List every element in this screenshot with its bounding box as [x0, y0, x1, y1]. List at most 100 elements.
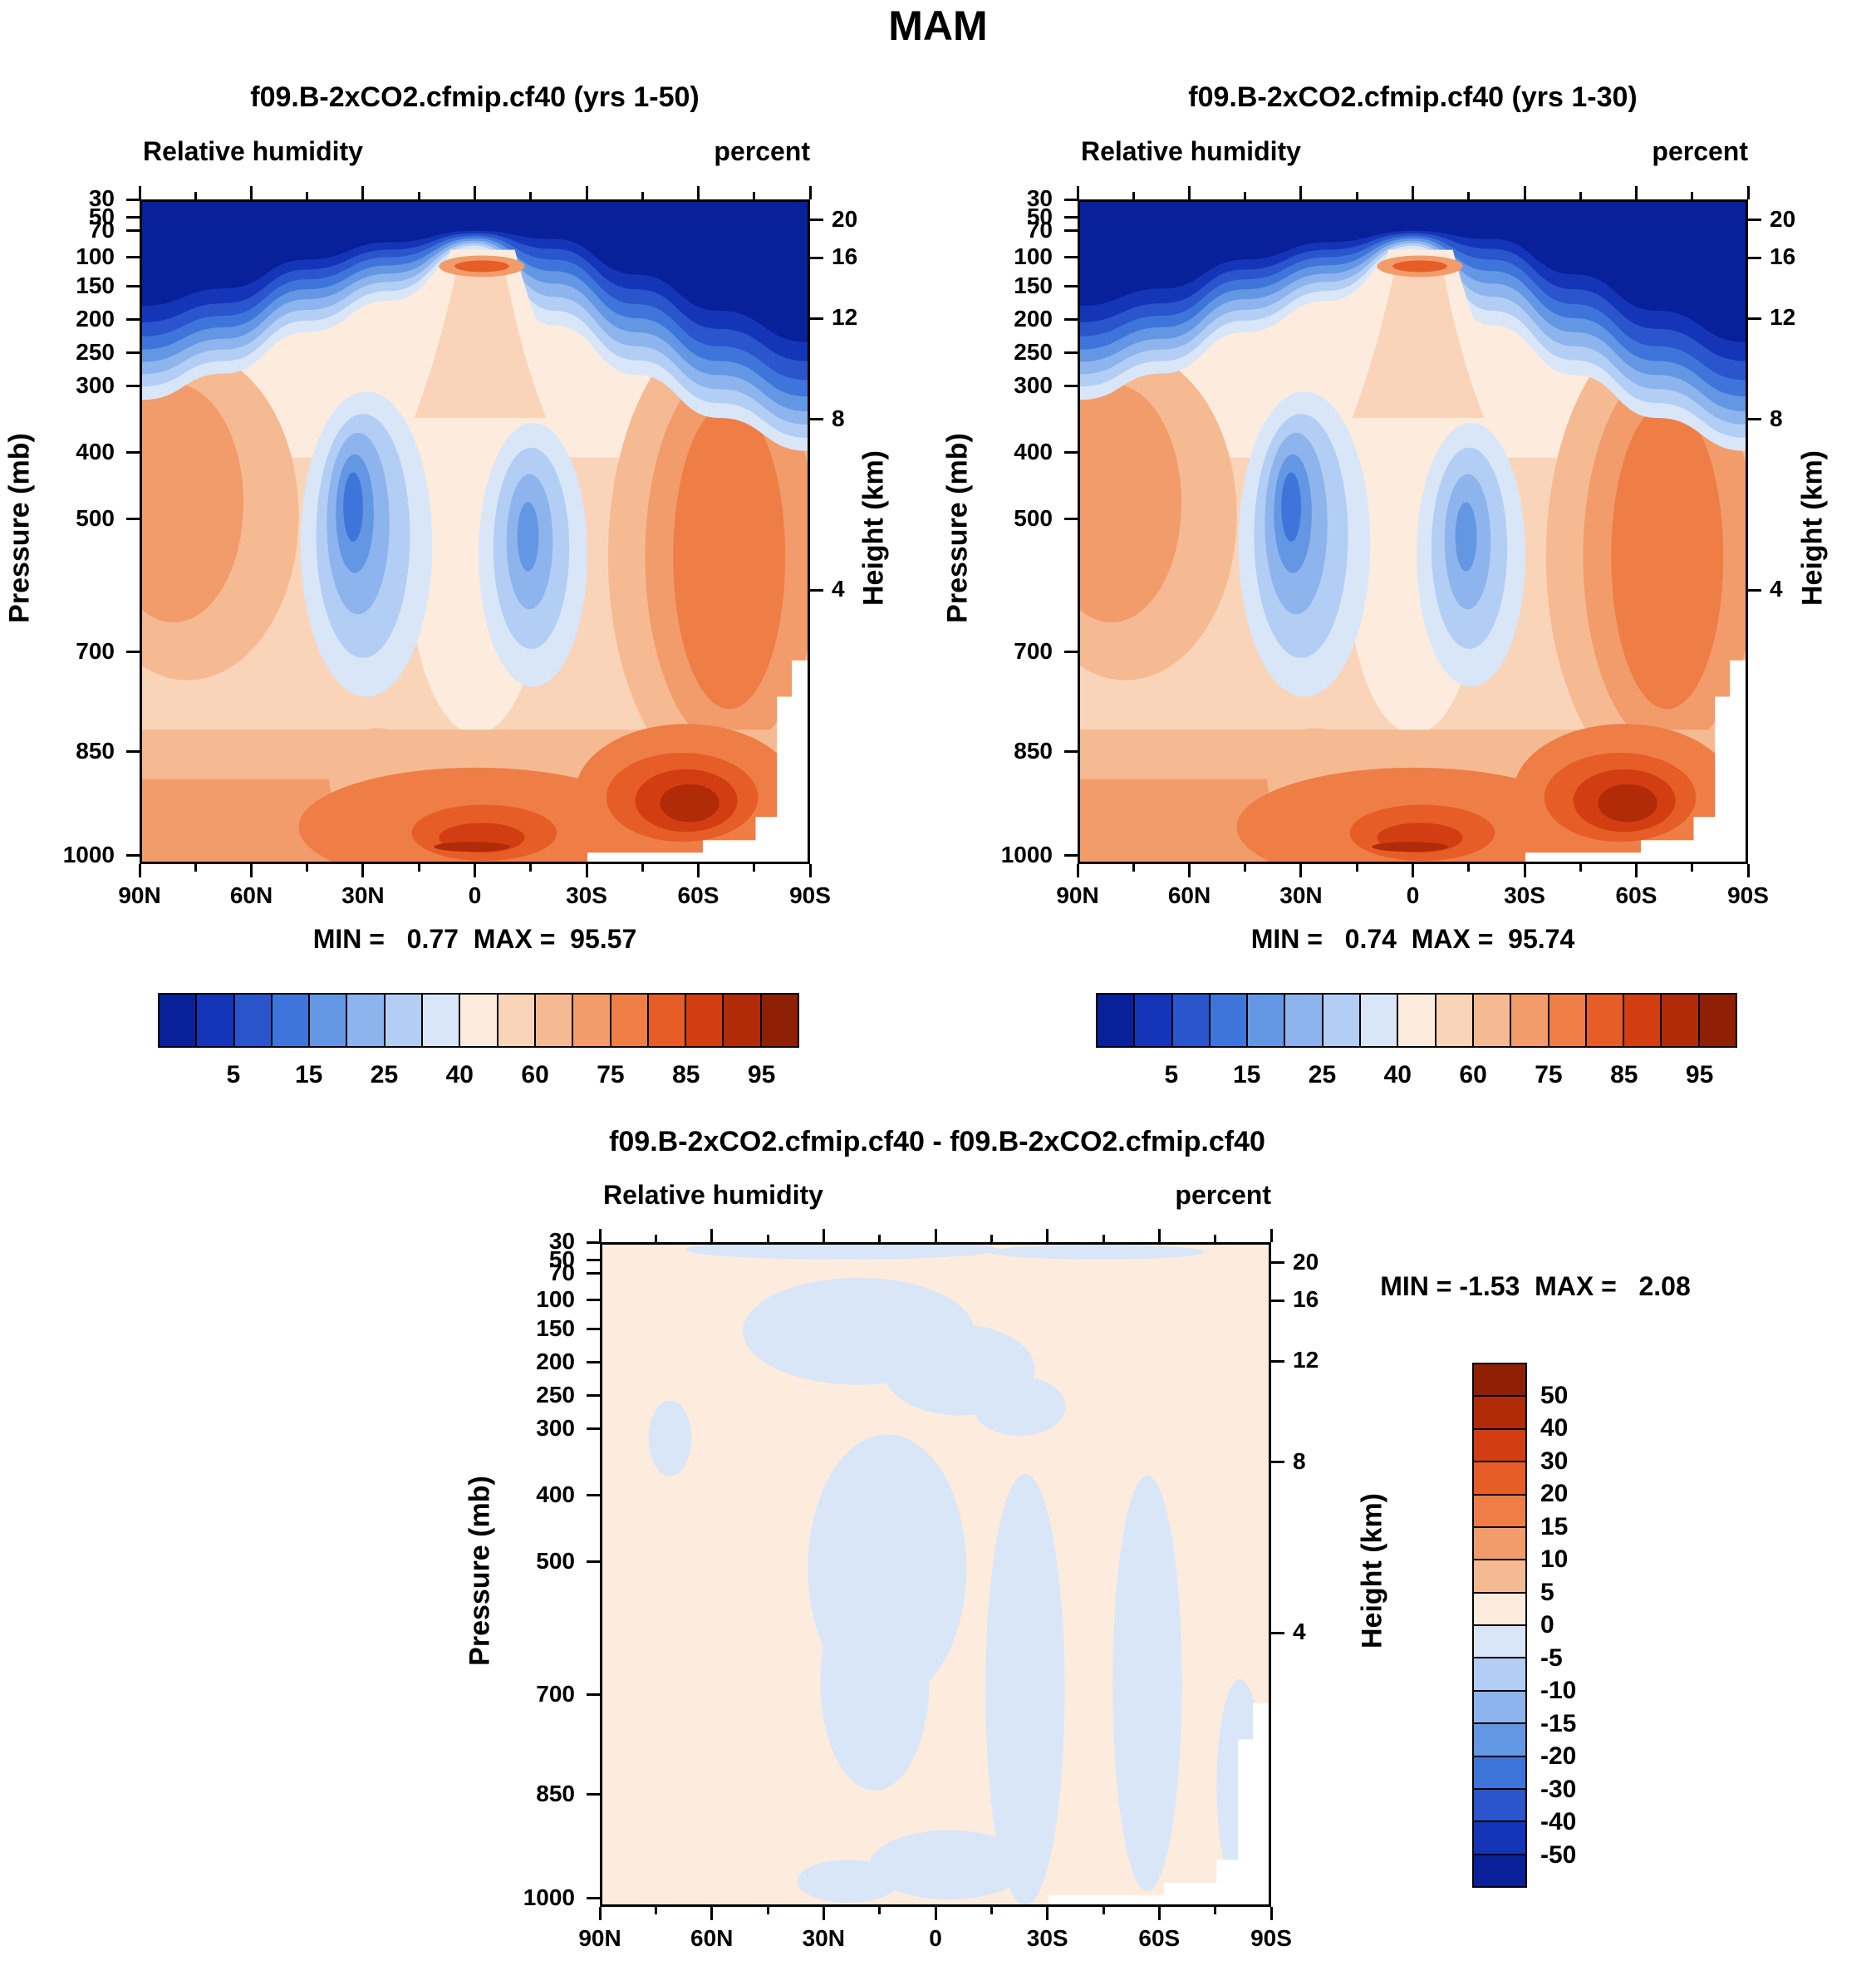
colorbar	[158, 993, 799, 1048]
colorbar-segment	[611, 995, 647, 1046]
colorbar-segment	[1323, 995, 1360, 1046]
pressure-tick-mark	[587, 1560, 600, 1564]
colorbar-segment	[1662, 995, 1698, 1046]
field-label: Relative humidity	[143, 136, 363, 166]
pressure-tick-mark	[587, 1361, 600, 1364]
pressure-tick-label: 300	[536, 1414, 575, 1441]
latitude-tick-label: 30N	[341, 882, 385, 908]
colorbar-tick-label: 15	[294, 1061, 323, 1088]
latitude-tick-mark-top	[1076, 186, 1079, 199]
panel-title: f09.B-2xCO2.cfmip.cf40 (yrs 1-30)	[1188, 81, 1638, 113]
pressure-tick-mark	[126, 216, 140, 219]
colorbar-segment	[347, 995, 384, 1046]
pressure-tick-mark	[1064, 256, 1078, 259]
colorbar-segment	[648, 995, 685, 1046]
pressure-tick-label: 400	[1014, 438, 1053, 464]
colorbar-segment	[686, 995, 723, 1046]
colorbar-segment	[1511, 995, 1548, 1046]
colorbar-tick-label: 95	[747, 1061, 776, 1088]
pressure-tick-mark	[1064, 854, 1078, 857]
colorbar-tick-label: 5	[1540, 1578, 1554, 1606]
pressure-tick-label: 300	[1014, 371, 1053, 398]
colorbar-segment	[1398, 995, 1435, 1046]
latitude-minor-tick-top	[1244, 192, 1247, 199]
minmax-readout: MIN = -1.53 MAX = 2.08	[1380, 1271, 1691, 1301]
colorbar-tick-label: 95	[1685, 1061, 1714, 1088]
latitude-minor-tick-bottom	[1132, 864, 1135, 872]
pressure-tick-mark	[1064, 651, 1078, 654]
latitude-tick-mark-bottom	[808, 864, 812, 877]
colorbar-segment	[1474, 1789, 1525, 1821]
pressure-tick-mark	[587, 1272, 600, 1275]
pressure-tick-label: 500	[76, 504, 115, 531]
height-tick-label: 20	[1293, 1248, 1319, 1275]
height-tick-label: 20	[832, 205, 858, 232]
latitude-tick-mark-bottom	[696, 864, 700, 877]
pressure-tick-label: 700	[1014, 637, 1053, 664]
latitude-tick-label: 90N	[578, 1925, 621, 1951]
colorbar-tick-label: -50	[1540, 1840, 1577, 1869]
contour-field	[142, 202, 808, 862]
colorbar-segment	[1474, 1495, 1525, 1526]
pressure-tick-label: 150	[536, 1314, 575, 1341]
pressure-tick-mark	[587, 1241, 600, 1244]
contour-field	[1080, 202, 1746, 862]
latitude-tick-mark-bottom	[138, 864, 141, 877]
latitude-tick-label: 60N	[229, 882, 273, 908]
colorbar-tick-label: 40	[445, 1061, 474, 1088]
colorbar-segment	[761, 995, 798, 1046]
latitude-minor-tick-top	[306, 192, 309, 199]
contour-plot-area	[1078, 199, 1748, 864]
latitude-tick-mark-top	[361, 186, 365, 199]
pressure-tick-label: 200	[536, 1348, 575, 1374]
colorbar	[1472, 1363, 1527, 1888]
latitude-minor-tick-bottom	[1467, 864, 1471, 872]
height-tick-mark	[1748, 317, 1761, 320]
latitude-tick-mark-top	[1746, 186, 1750, 199]
latitude-tick-label: 60S	[1615, 882, 1657, 908]
panel-title: f09.B-2xCO2.cfmip.cf40 (yrs 1-50)	[250, 81, 700, 113]
latitude-tick-mark-top	[598, 1229, 602, 1242]
pressure-tick-label: 250	[1014, 338, 1053, 365]
height-tick-label: 12	[832, 304, 858, 331]
latitude-tick-label: 30S	[1026, 1925, 1068, 1951]
pressure-tick-label: 150	[76, 272, 115, 298]
height-tick-mark	[1748, 588, 1761, 592]
colorbar-segment	[423, 995, 459, 1046]
colorbar-segment	[498, 995, 534, 1046]
colorbar-segment	[1624, 995, 1661, 1046]
latitude-minor-tick-top	[194, 192, 197, 199]
latitude-tick-mark-top	[822, 1229, 825, 1242]
pressure-tick-mark	[587, 1693, 600, 1697]
latitude-tick-mark-top	[808, 186, 812, 199]
colorbar-segment	[1474, 1462, 1525, 1494]
colorbar	[1096, 993, 1737, 1048]
latitude-tick-mark-bottom	[598, 1907, 602, 1920]
colorbar-tick-label: 75	[1535, 1061, 1563, 1088]
pressure-tick-mark	[1064, 351, 1078, 355]
latitude-tick-label: 60S	[1138, 1925, 1181, 1951]
latitude-tick-mark-bottom	[1299, 864, 1303, 877]
latitude-tick-mark-bottom	[361, 864, 365, 877]
colorbar-tick-label: 15	[1540, 1512, 1569, 1540]
latitude-tick-mark-bottom	[822, 1907, 825, 1920]
colorbar-tick-label: -10	[1540, 1677, 1577, 1704]
latitude-tick-label: 0	[468, 882, 482, 908]
colorbar-tick-label: 25	[370, 1061, 399, 1088]
contour-field	[602, 1245, 1269, 1904]
pressure-tick-mark	[587, 1897, 600, 1900]
latitude-minor-tick-top	[1355, 192, 1358, 199]
pressure-tick-label: 850	[1014, 737, 1053, 764]
pressure-tick-mark	[587, 1494, 600, 1497]
pressure-tick-mark	[587, 1427, 600, 1431]
pressure-tick-label: 400	[76, 438, 115, 464]
pressure-tick-mark	[587, 1793, 600, 1796]
latitude-minor-tick-top	[417, 192, 420, 199]
colorbar-segment	[234, 995, 271, 1046]
pressure-tick-label: 250	[76, 338, 115, 365]
colorbar-tick-label: 5	[1164, 1061, 1179, 1088]
height-tick-label: 16	[832, 243, 858, 270]
colorbar-segment	[385, 995, 422, 1046]
colorbar-segment	[160, 995, 196, 1046]
